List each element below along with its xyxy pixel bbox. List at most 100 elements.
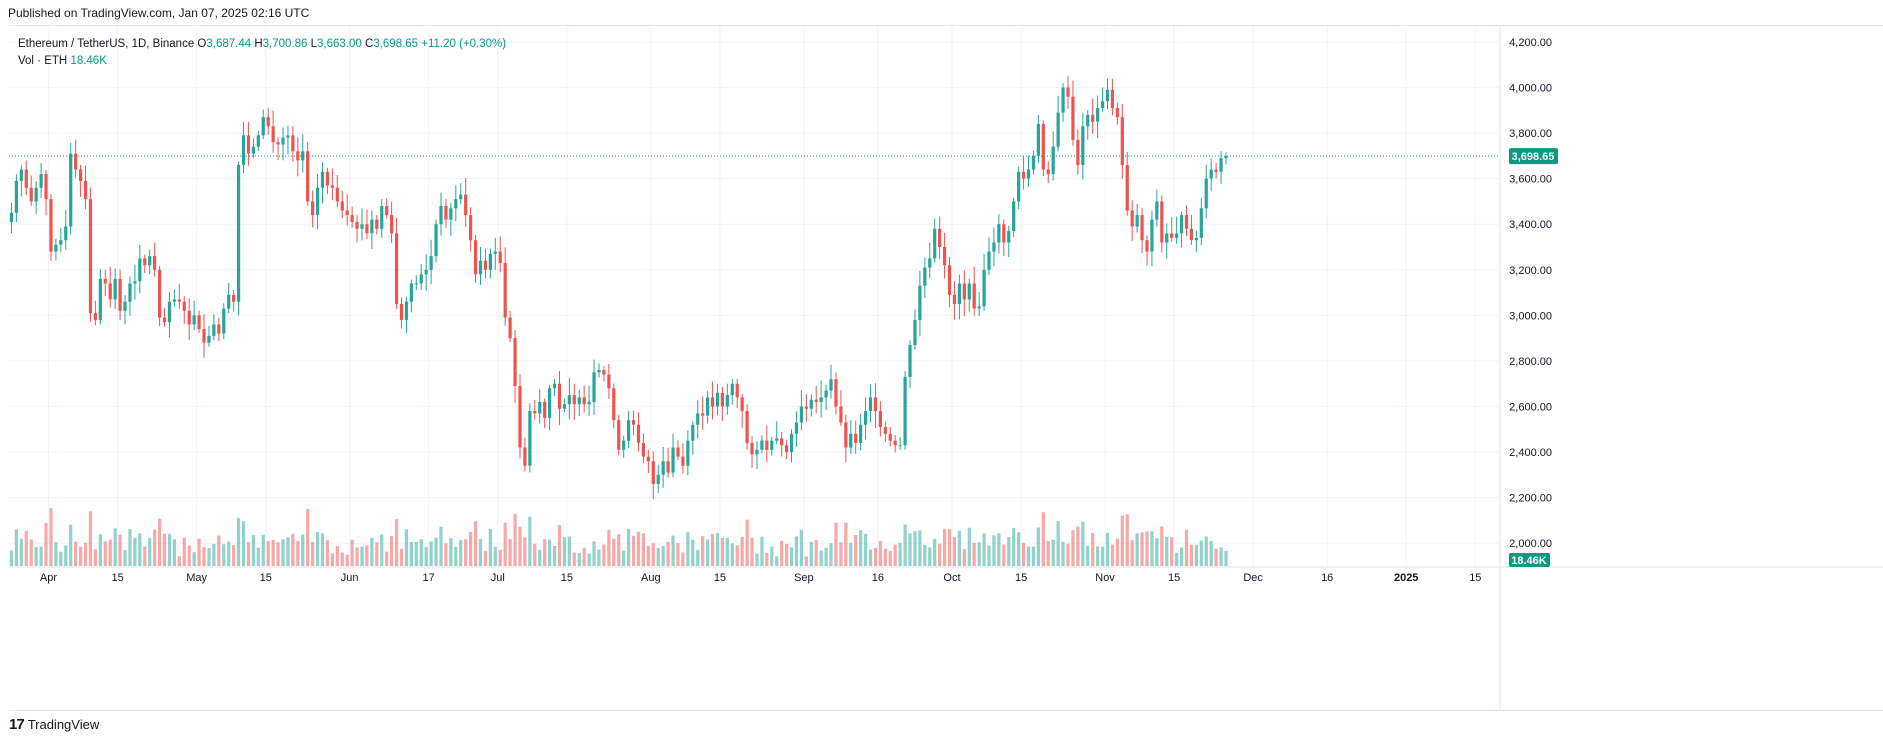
candle-body — [829, 379, 833, 391]
y-tick-label: 3,000.00 — [1509, 310, 1552, 322]
grid-layer — [9, 26, 1883, 710]
candle-body — [256, 135, 260, 147]
candle-body — [355, 221, 359, 229]
y-tick-label: 2,000.00 — [1509, 538, 1552, 550]
candle-body — [424, 269, 428, 275]
candle-body — [972, 283, 976, 309]
volume-bar — [557, 525, 562, 566]
candle-body — [34, 187, 38, 202]
legend-volume-row: Vol · ETH 18.46K — [18, 53, 506, 70]
volume-bar — [1170, 537, 1174, 566]
volume-bar — [74, 541, 78, 566]
candle-body — [765, 440, 769, 450]
volume-bar — [725, 537, 729, 566]
volume-bar — [1194, 544, 1198, 566]
candle-body — [1071, 96, 1075, 140]
candle-body — [385, 206, 389, 216]
y-tick-label: 2,400.00 — [1509, 447, 1552, 459]
candle-body — [1056, 112, 1060, 147]
volume-bar — [844, 522, 848, 566]
volume-bar — [666, 541, 670, 566]
legend-change-value: +11.20 (+0.30%) — [421, 38, 507, 50]
candle-body — [9, 212, 14, 222]
volume-bar — [1056, 521, 1060, 566]
candle-body — [612, 388, 616, 421]
candle-body — [1076, 139, 1080, 165]
candle-body — [197, 315, 201, 330]
candle-body — [977, 306, 981, 309]
candle-body — [1204, 178, 1208, 209]
candle-body — [745, 411, 749, 443]
volume-bar — [898, 542, 902, 566]
candle-body — [671, 447, 675, 473]
volume-bar — [1051, 539, 1055, 566]
candle-body — [414, 283, 418, 285]
volume-bar — [646, 546, 650, 566]
candle-body — [799, 406, 804, 423]
volume-bar — [1026, 546, 1031, 566]
candle-body — [488, 253, 492, 270]
volume-bar — [276, 542, 280, 566]
volume-bar — [153, 529, 157, 566]
candle-body — [928, 258, 932, 268]
volume-bar — [1160, 526, 1164, 566]
candle-body — [1105, 89, 1110, 102]
volume-bar — [518, 526, 522, 566]
candle-body — [1051, 146, 1055, 175]
candle-body — [103, 278, 107, 284]
x-tick-label: 15 — [111, 572, 123, 584]
candle-body — [153, 256, 157, 270]
volume-bar — [992, 535, 996, 566]
volume-bar — [330, 553, 334, 566]
volume-bar — [824, 547, 828, 566]
candle-body — [473, 240, 478, 275]
candle-body — [236, 164, 241, 302]
candle-body — [246, 135, 251, 154]
candle-body — [631, 420, 636, 425]
candle-body — [266, 117, 270, 127]
candle-body — [1184, 215, 1189, 229]
candle-body — [587, 401, 591, 405]
volume-bar — [1105, 532, 1110, 566]
candle-body — [962, 283, 966, 300]
candle-body — [992, 242, 996, 252]
volume-bar — [982, 533, 986, 566]
candle-body — [868, 397, 873, 412]
volume-bar — [750, 537, 754, 566]
volume-bar — [1219, 547, 1223, 566]
volume-bar — [538, 549, 542, 566]
volume-bar — [350, 539, 354, 566]
volume-bar — [942, 528, 947, 566]
volume-bar — [251, 534, 255, 566]
candle-body — [626, 420, 631, 441]
volume-bar — [1184, 529, 1189, 566]
candle-body — [789, 433, 794, 453]
volume-bar — [523, 537, 527, 566]
candle-body — [1066, 87, 1070, 97]
volume-bar — [439, 526, 443, 566]
volume-bar — [227, 541, 231, 566]
volume-bar — [888, 550, 892, 566]
candle-body — [740, 397, 744, 412]
brand-name: TradingView — [27, 717, 100, 732]
tradingview-brand[interactable]: 17 TradingView — [9, 716, 99, 733]
volume-bar — [962, 549, 966, 566]
volume-bar — [59, 551, 63, 566]
x-tick-label: 15 — [714, 572, 726, 584]
candle-body — [641, 442, 646, 457]
candle-body — [849, 433, 853, 448]
candle-body — [59, 240, 63, 245]
candle-body — [399, 303, 404, 320]
volume-bar — [804, 556, 808, 566]
candle-body — [261, 117, 265, 136]
candle-body — [439, 206, 443, 225]
candle-body — [705, 397, 710, 416]
volume-bar — [1155, 538, 1159, 566]
time-axis: Apr 15 May 15 Jun 17 Jul 15 Aug 15 Sep 16 Oct 15 Nov 15… — [40, 572, 1482, 584]
published-caption: Published on TradingView.com, Jan 07, 20… — [8, 6, 310, 20]
volume-bar — [676, 543, 680, 566]
legend-low-value: 3,663.00 — [317, 38, 362, 50]
candle-body — [19, 169, 23, 181]
volume-bar — [612, 538, 616, 566]
